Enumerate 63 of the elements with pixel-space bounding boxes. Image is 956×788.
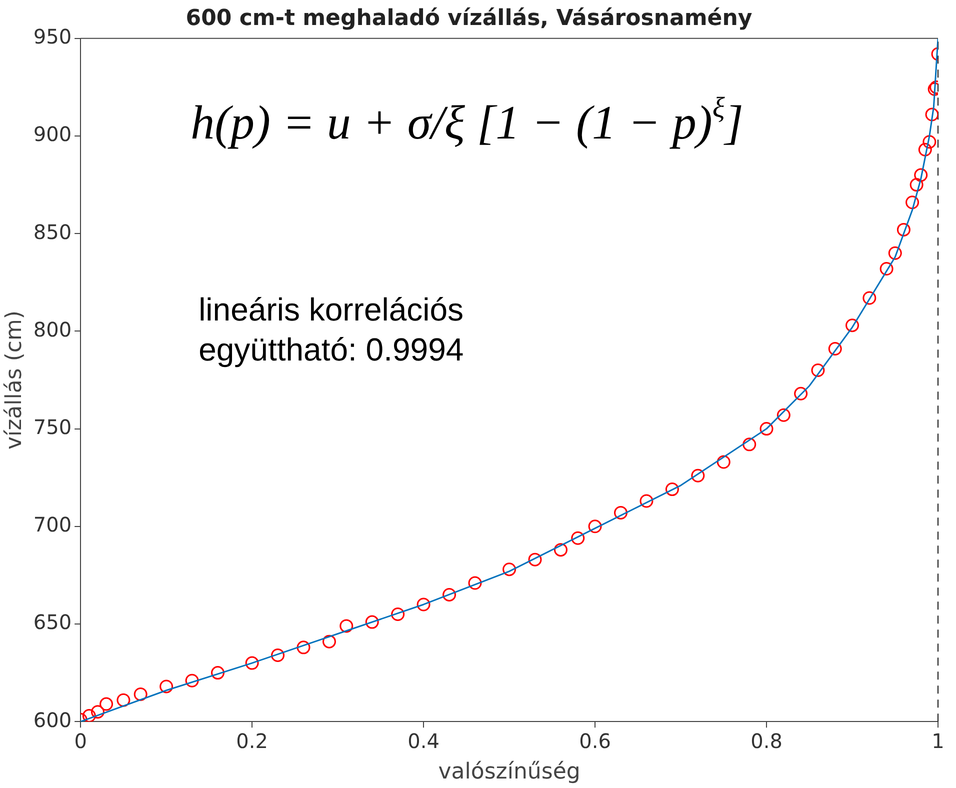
point — [528, 552, 542, 566]
y-tick-label: 800 — [33, 317, 72, 342]
point — [640, 494, 654, 508]
point — [571, 531, 585, 545]
point — [614, 506, 628, 520]
point — [211, 666, 225, 680]
x-tick-label: 1 — [932, 728, 944, 753]
point — [82, 708, 96, 722]
point — [468, 576, 482, 590]
annotation: lineáris korrelációs együttható: 0.9994 — [198, 291, 464, 368]
point — [776, 408, 790, 422]
point — [925, 108, 938, 122]
y-tick-label: 700 — [33, 512, 72, 537]
point — [554, 543, 568, 557]
point — [340, 619, 354, 633]
point — [716, 455, 730, 469]
x-tick-label: 0 — [74, 728, 87, 753]
point — [910, 178, 924, 192]
point — [888, 246, 902, 260]
point — [100, 697, 114, 711]
point — [846, 318, 860, 332]
point — [322, 634, 336, 648]
y-tick-label: 950 — [33, 24, 72, 49]
x-tick-label: 0.6 — [579, 728, 611, 753]
point — [922, 135, 936, 149]
point — [828, 342, 842, 356]
x-axis-title: valószínűség — [438, 760, 580, 785]
point — [416, 598, 430, 612]
point — [588, 520, 602, 534]
point — [794, 386, 808, 400]
point — [245, 656, 259, 670]
point — [391, 607, 405, 621]
point — [691, 468, 705, 482]
y-tick-label: 600 — [33, 708, 72, 732]
point — [896, 222, 910, 236]
point — [811, 363, 825, 377]
point — [906, 196, 920, 210]
point — [160, 680, 174, 694]
point — [134, 688, 148, 702]
point — [742, 438, 756, 452]
chart-title: 600 cm-t meghaladó vízállás, Vásárosnamény — [186, 6, 752, 31]
point — [271, 648, 285, 662]
point — [185, 674, 199, 688]
point — [880, 262, 894, 276]
point — [665, 482, 679, 496]
y-axis-title: vízállás (cm) — [2, 310, 27, 450]
y-tick-label: 850 — [33, 220, 72, 244]
y-tick-label: 750 — [33, 415, 72, 440]
point — [116, 693, 130, 707]
point — [442, 588, 456, 602]
x-tick-label: 0.2 — [236, 728, 268, 753]
y-tick-label: 650 — [33, 610, 72, 634]
x-tick-label: 0.4 — [408, 728, 440, 753]
point — [862, 291, 876, 305]
point — [918, 142, 932, 156]
point — [296, 640, 310, 654]
y-tick-label: 900 — [33, 122, 72, 146]
point — [90, 705, 104, 719]
point — [365, 615, 379, 629]
x-tick-label: 0.8 — [750, 728, 782, 753]
point — [760, 422, 774, 436]
point — [914, 168, 928, 182]
point — [502, 562, 516, 576]
